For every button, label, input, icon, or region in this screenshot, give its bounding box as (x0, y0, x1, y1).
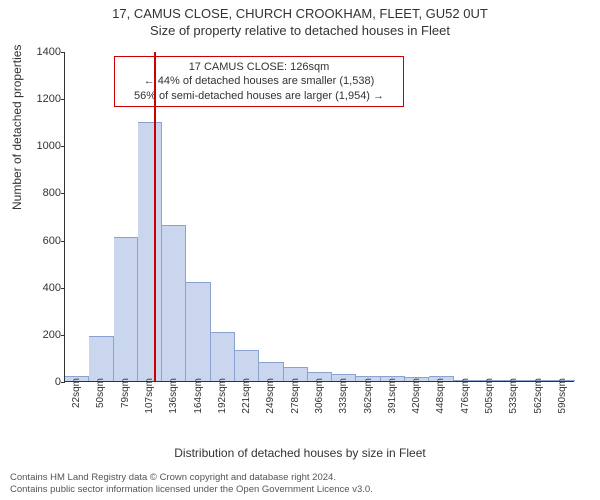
x-tick-label: 79sqm (120, 378, 131, 408)
y-tick-mark (61, 241, 65, 242)
y-tick-label: 1000 (21, 140, 61, 152)
y-tick-label: 200 (21, 329, 61, 341)
main-title: 17, CAMUS CLOSE, CHURCH CROOKHAM, FLEET,… (0, 6, 600, 21)
marker-line (154, 52, 156, 381)
y-tick-mark (61, 146, 65, 147)
sub-title: Size of property relative to detached ho… (0, 23, 600, 38)
histogram-bar (186, 282, 210, 381)
y-tick-mark (61, 99, 65, 100)
y-tick-mark (61, 193, 65, 194)
y-tick-label: 0 (21, 376, 61, 388)
x-tick-label: 136sqm (168, 378, 179, 414)
y-tick-mark (61, 288, 65, 289)
x-tick-label: 107sqm (144, 378, 155, 414)
chart-area: 020040060080010001200140022sqm50sqm79sqm… (64, 52, 574, 382)
x-tick-label: 306sqm (314, 378, 325, 414)
title-block: 17, CAMUS CLOSE, CHURCH CROOKHAM, FLEET,… (0, 0, 600, 38)
y-axis-label: Number of detached properties (10, 45, 24, 210)
x-tick-label: 50sqm (95, 378, 106, 408)
x-tick-label: 278sqm (290, 378, 301, 414)
x-tick-label: 362sqm (363, 378, 374, 414)
y-tick-label: 1400 (21, 46, 61, 58)
x-tick-label: 221sqm (241, 378, 252, 414)
plot: 020040060080010001200140022sqm50sqm79sqm… (64, 52, 574, 382)
y-tick-mark (61, 382, 65, 383)
x-tick-label: 505sqm (484, 378, 495, 414)
x-tick-label: 249sqm (265, 378, 276, 414)
x-tick-label: 476sqm (460, 378, 471, 414)
x-tick-label: 420sqm (411, 378, 422, 414)
x-tick-label: 333sqm (338, 378, 349, 414)
y-tick-label: 800 (21, 187, 61, 199)
y-tick-mark (61, 52, 65, 53)
footer-line-2: Contains public sector information licen… (10, 484, 373, 496)
x-tick-label: 590sqm (557, 378, 568, 414)
footer-line-1: Contains HM Land Registry data © Crown c… (10, 472, 373, 484)
y-tick-label: 400 (21, 282, 61, 294)
x-tick-label: 391sqm (387, 378, 398, 414)
x-tick-label: 164sqm (193, 378, 204, 414)
histogram-bar (89, 336, 113, 381)
attribution-footer: Contains HM Land Registry data © Crown c… (10, 472, 373, 496)
x-tick-label: 562sqm (533, 378, 544, 414)
x-tick-label: 448sqm (435, 378, 446, 414)
histogram-bar (162, 225, 186, 381)
x-axis-label: Distribution of detached houses by size … (0, 446, 600, 460)
histogram-bar (114, 237, 138, 381)
y-tick-label: 1200 (21, 93, 61, 105)
histogram-bar (211, 332, 235, 382)
x-tick-label: 192sqm (217, 378, 228, 414)
x-tick-label: 533sqm (508, 378, 519, 414)
histogram-bar (138, 122, 162, 381)
y-tick-mark (61, 335, 65, 336)
x-tick-label: 22sqm (71, 378, 82, 408)
y-tick-label: 600 (21, 235, 61, 247)
histogram-bar (235, 350, 259, 381)
